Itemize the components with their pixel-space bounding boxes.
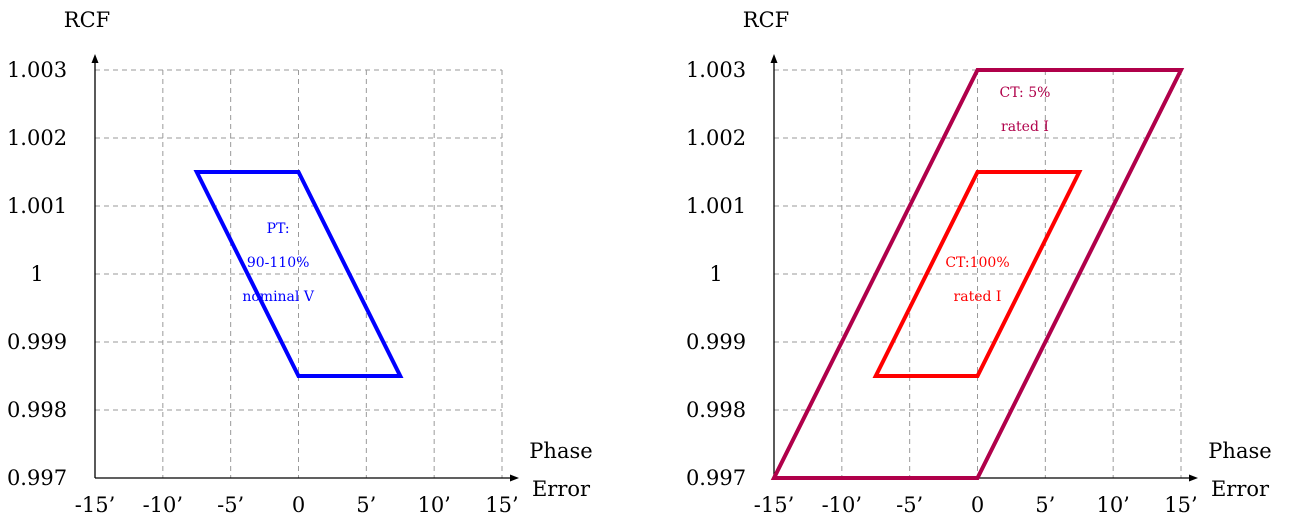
y-axis-arrow-icon — [91, 54, 99, 63]
x-tick-label: 10’ — [417, 493, 450, 517]
x-axis-title-line-1: Phase — [529, 439, 592, 463]
series-label-line: CT:100% — [945, 255, 1009, 271]
series-label-line: rated I — [1001, 119, 1049, 135]
y-tick-label: 0.997 — [7, 466, 67, 490]
series-polygon-1 — [193, 170, 404, 378]
chart-panel-1: 0.997 0.998 0.999 1 1.001 1.002 1.003 -15’ -10’ -… — [7, 8, 593, 517]
x-axis-title-line-1: Phase — [1208, 439, 1271, 463]
series-label-line: PT: — [267, 221, 290, 237]
x-tick-label: -5’ — [896, 493, 923, 517]
x-tick-label: -10’ — [822, 493, 863, 517]
x-tick-label: -15’ — [754, 493, 795, 517]
x-tick-label: 10’ — [1096, 493, 1129, 517]
y-tick-label: 1.001 — [686, 194, 746, 218]
y-tick-label: 1.002 — [7, 126, 67, 150]
y-tick-label: 1 — [30, 262, 43, 286]
series-polygon-1 — [770, 68, 1185, 480]
y-tick-label: 1.001 — [7, 194, 67, 218]
y-tick-label: 0.999 — [7, 330, 67, 354]
y-tick-label: 1.002 — [686, 126, 746, 150]
x-tick-label: 0 — [971, 493, 984, 517]
x-axis-title-line-2: Error — [532, 477, 591, 501]
y-tick-label: 0.997 — [686, 466, 746, 490]
y-tick-label: 1 — [709, 262, 722, 286]
series-polygon-2 — [872, 170, 1083, 378]
chart-panel-2: 0.997 0.998 0.999 1 1.001 1.002 1.003 -15’ -10’ -… — [686, 8, 1272, 517]
x-tick-label: -15’ — [75, 493, 116, 517]
x-tick-label: -10’ — [143, 493, 184, 517]
y-tick-label: 1.003 — [7, 58, 67, 82]
x-axis-arrow-icon — [510, 474, 519, 482]
x-tick-label: 5’ — [1035, 493, 1055, 517]
y-axis-arrow-icon — [770, 54, 778, 63]
series-label-line: rated I — [954, 289, 1002, 305]
series-label-line: nominal V — [242, 289, 314, 305]
y-axis-title: RCF — [743, 8, 789, 32]
y-tick-label: 0.998 — [686, 398, 746, 422]
x-tick-label: -5’ — [217, 493, 244, 517]
x-tick-label: 15’ — [485, 493, 518, 517]
y-tick-label: 0.998 — [7, 398, 67, 422]
x-tick-label: 15’ — [1164, 493, 1197, 517]
y-axis-title: RCF — [64, 8, 110, 32]
x-tick-label: 0 — [292, 493, 305, 517]
x-axis-title-line-2: Error — [1211, 477, 1270, 501]
y-tick-label: 1.003 — [686, 58, 746, 82]
x-axis-arrow-icon — [1189, 474, 1198, 482]
series-label-line: CT: 5% — [1000, 85, 1051, 101]
y-tick-label: 0.999 — [686, 330, 746, 354]
x-tick-label: 5’ — [356, 493, 376, 517]
series-label-line: 90-110% — [247, 255, 310, 271]
